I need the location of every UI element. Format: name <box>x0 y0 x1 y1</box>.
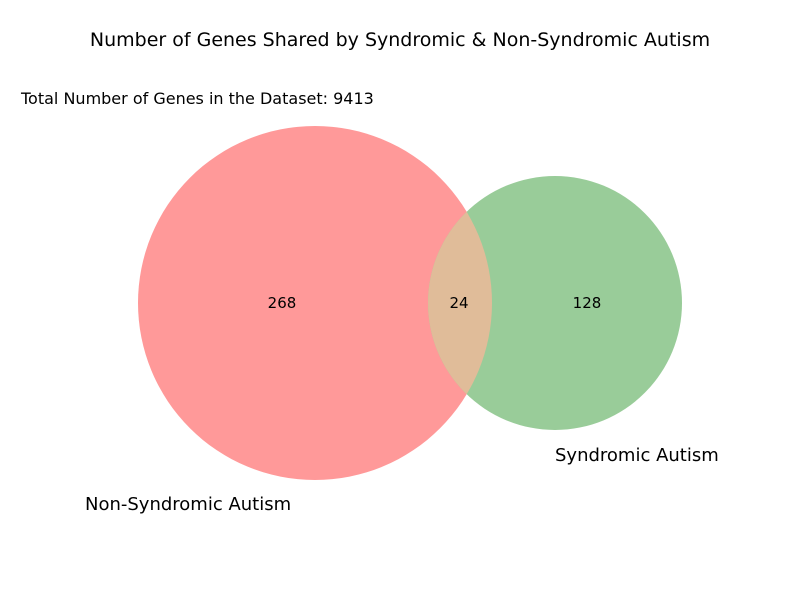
syndromic-label: Syndromic Autism <box>555 445 719 466</box>
total-genes-text: Total Number of Genes in the Dataset: 94… <box>20 89 374 108</box>
intersection-count: 24 <box>449 294 468 312</box>
non-syndromic-circle <box>138 126 492 480</box>
diagram-title: Number of Genes Shared by Syndromic & No… <box>90 29 710 51</box>
syndromic-only-count: 128 <box>573 294 602 312</box>
syndromic-circle <box>428 176 682 430</box>
non-syndromic-label: Non-Syndromic Autism <box>85 494 291 515</box>
non-syndromic-only-count: 268 <box>268 294 297 312</box>
